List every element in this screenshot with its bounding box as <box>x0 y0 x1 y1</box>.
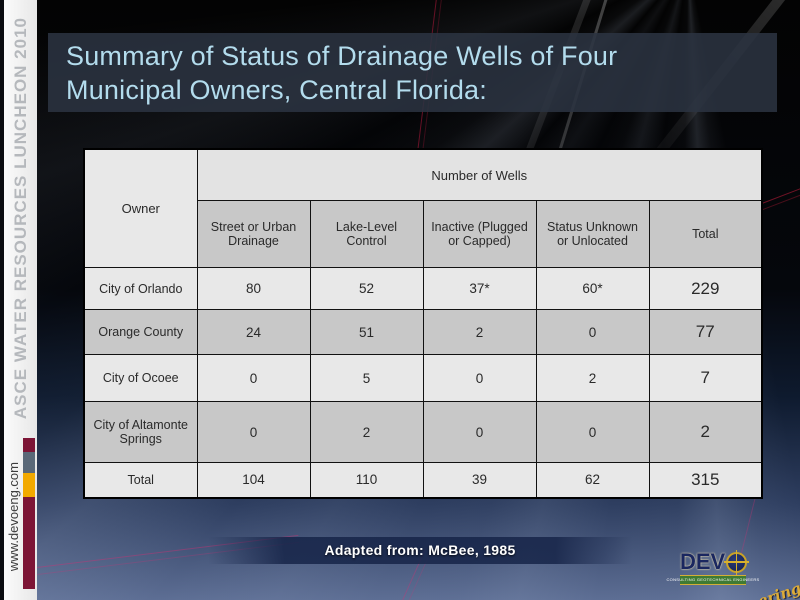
logo-stripe-bar: CONSULTING GEOTECHNICAL ENGINEERS <box>666 575 759 585</box>
slide-title-line-1: Summary of Status of Drainage Wells of F… <box>66 41 618 71</box>
color-bar-segment-maroon <box>23 497 35 589</box>
value-cell: 37* <box>422 267 537 310</box>
value-cell: 80 <box>196 267 311 310</box>
value-cell: 0 <box>535 309 650 355</box>
sidebar-website: www.devoeng.com <box>3 438 24 596</box>
value-cell: 0 <box>422 401 537 463</box>
value-cell: 0 <box>196 401 311 463</box>
color-bar-segment-slate <box>23 452 35 473</box>
sidebar-event-title: ASCE WATER RESOURCES LUNCHEON 2010 <box>4 0 37 436</box>
total-cell: 7 <box>648 354 763 402</box>
owner-cell: Total <box>83 462 198 498</box>
table-row-orange-county: Orange County 24 51 2 0 77 <box>83 309 763 355</box>
column-header-owner: Owner <box>83 148 198 268</box>
column-header-status-unknown: Status Unknown or Unlocated <box>535 200 650 268</box>
value-cell: 2 <box>422 309 537 355</box>
logo-tagline: CONSULTING GEOTECHNICAL ENGINEERS <box>666 577 760 582</box>
table-row-total: Total 104 110 39 62 315 <box>83 462 763 498</box>
value-cell: 24 <box>196 309 311 355</box>
event-title-text: ASCE WATER RESOURCES LUNCHEON 2010 <box>10 16 30 420</box>
logo-brand-text: DEV <box>680 549 726 574</box>
sidebar-edge <box>0 0 4 600</box>
value-cell: 52 <box>309 267 424 310</box>
column-header-lake-level: Lake-Level Control <box>309 200 424 268</box>
value-cell: 110 <box>309 462 424 498</box>
total-cell: 77 <box>648 309 763 355</box>
column-header-total: Total <box>648 200 763 268</box>
value-cell: 2 <box>535 354 650 402</box>
crosshair-o-icon <box>724 549 750 575</box>
value-cell: 2 <box>309 401 424 463</box>
logo-brand-row: DEV <box>680 549 800 575</box>
total-cell: 2 <box>648 401 763 463</box>
value-cell: 0 <box>535 401 650 463</box>
drainage-wells-table: Owner Number of Wells Street or Urban Dr… <box>83 148 764 499</box>
owner-cell: City of Altamonte Springs <box>83 401 198 463</box>
devo-engineering-logo: DEV CONSULTING GEOTECHNICAL ENGINEERS En… <box>666 549 800 600</box>
total-cell: 229 <box>648 267 763 310</box>
owner-cell: City of Ocoee <box>83 354 198 402</box>
sidebar-color-bar <box>23 438 35 589</box>
title-band: Summary of Status of Drainage Wells of F… <box>48 33 777 112</box>
crosshair-vertical-line <box>735 549 738 575</box>
wells-table-container: Owner Number of Wells Street or Urban Dr… <box>83 148 764 499</box>
website-text: www.devoeng.com <box>6 462 21 572</box>
value-cell: 60* <box>535 267 650 310</box>
slide-title-line-2: Municipal Owners, Central Florida: <box>66 75 487 105</box>
table-row-ocoee: City of Ocoee 0 5 0 2 7 <box>83 354 763 402</box>
column-header-street-urban: Street or Urban Drainage <box>196 200 311 268</box>
total-cell: 315 <box>648 462 763 498</box>
table-row-orlando: City of Orlando 80 52 37* 60* 229 <box>83 267 763 310</box>
value-cell: 39 <box>422 462 537 498</box>
color-bar-segment-maroon <box>23 438 35 452</box>
group-header-number-of-wells: Number of Wells <box>196 148 763 201</box>
owner-cell: Orange County <box>83 309 198 355</box>
value-cell: 51 <box>309 309 424 355</box>
source-caption: Adapted from: McBee, 1985 <box>208 537 632 564</box>
color-bar-segment-gold <box>23 473 35 497</box>
table-row-altamonte-springs: City of Altamonte Springs 0 2 0 0 2 <box>83 401 763 463</box>
value-cell: 0 <box>196 354 311 402</box>
owner-cell: City of Orlando <box>83 267 198 310</box>
column-header-inactive: Inactive (Plugged or Capped) <box>422 200 537 268</box>
value-cell: 5 <box>309 354 424 402</box>
value-cell: 104 <box>196 462 311 498</box>
value-cell: 62 <box>535 462 650 498</box>
value-cell: 0 <box>422 354 537 402</box>
